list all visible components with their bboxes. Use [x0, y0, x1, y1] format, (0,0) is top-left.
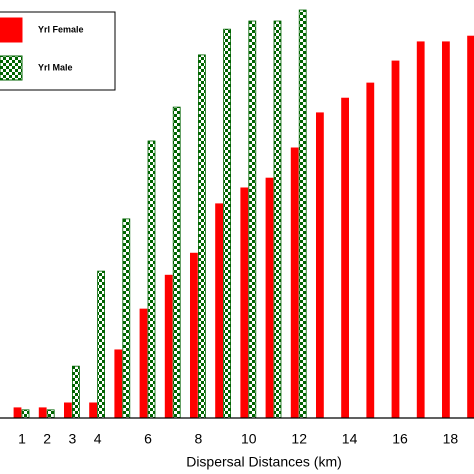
x-tick-label: 8 [195, 431, 203, 447]
x-tick-label: 10 [241, 431, 257, 447]
x-tick-label: 16 [392, 431, 408, 447]
bar [265, 177, 274, 419]
legend-swatch [0, 17, 23, 43]
bar [147, 140, 156, 419]
x-axis-label: Dispersal Distances (km) [186, 454, 342, 470]
x-tick-label: 6 [144, 431, 152, 447]
bar [114, 349, 123, 419]
bar [248, 20, 257, 419]
bar [391, 60, 400, 419]
x-tick-label: 18 [443, 431, 459, 447]
x-tick-label: 2 [43, 431, 51, 447]
bar [13, 407, 22, 419]
x-tick-label: 14 [342, 431, 358, 447]
bar [64, 402, 72, 419]
x-tick-label: 12 [291, 431, 307, 447]
bar [366, 82, 375, 419]
legend-label: Yrl Male [38, 62, 73, 72]
bar [215, 203, 224, 419]
bar [273, 20, 282, 419]
bar [172, 106, 181, 419]
x-tick-label: 1 [18, 431, 26, 447]
bar [197, 54, 206, 419]
bar [122, 218, 131, 419]
bar [341, 97, 350, 419]
bar [46, 409, 55, 419]
bar [290, 147, 299, 419]
bar [441, 41, 450, 419]
x-tick-label: 4 [94, 431, 102, 447]
legend-swatch [0, 55, 23, 81]
bar [97, 270, 105, 419]
bar [139, 308, 148, 419]
bar [240, 187, 249, 419]
bar [467, 35, 474, 419]
bar [89, 402, 97, 419]
bar [21, 409, 30, 419]
legend-label: Yrl Female [38, 24, 84, 34]
bar [72, 365, 80, 419]
bar [164, 274, 173, 419]
bar [189, 252, 198, 419]
bar [416, 41, 425, 419]
bar [315, 112, 324, 419]
bar [298, 9, 307, 419]
bar [38, 407, 47, 419]
bar [223, 28, 232, 419]
x-tick-label: 3 [69, 431, 77, 447]
